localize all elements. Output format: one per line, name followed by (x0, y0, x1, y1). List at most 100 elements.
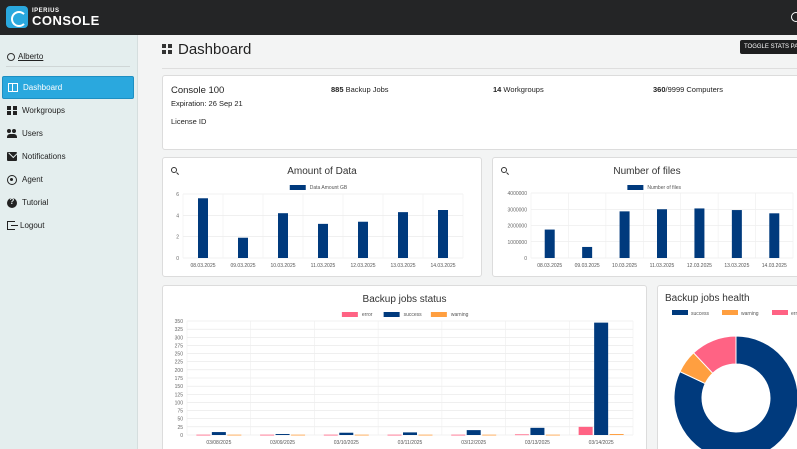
x-tick-label: 10.03.2025 (270, 263, 295, 269)
y-tick-label: 250 (175, 352, 184, 358)
sidebar-item-label: Tutorial (22, 198, 49, 207)
chart-title: Amount of Data (287, 166, 357, 177)
bar (544, 229, 555, 258)
toggle-stats-button[interactable]: TOGGLE STATS PA (740, 40, 797, 54)
y-tick-label: 175 (175, 376, 184, 382)
workgroups-count: 14 (493, 85, 502, 94)
computers-count: 360 (653, 85, 666, 94)
dashboard-icon (8, 83, 18, 92)
sidebar-item-label: Users (22, 129, 43, 138)
bar (260, 434, 275, 436)
page-title-text: Dashboard (178, 41, 252, 58)
workgroups-icon (7, 106, 17, 115)
y-tick-label: 3000000 (508, 207, 528, 213)
bar (196, 434, 211, 436)
legend-label: success (404, 312, 423, 318)
user-icon (7, 52, 15, 61)
y-tick-label: 2 (176, 235, 179, 241)
pie-slice (692, 335, 737, 374)
bar (545, 434, 560, 436)
sidebar-item-label: Agent (22, 175, 43, 184)
x-tick-label: 03/13/2025 (525, 440, 550, 446)
y-tick-label: 100 (175, 400, 184, 406)
zoom-icon[interactable] (171, 167, 177, 173)
sidebar-item-label: Dashboard (23, 83, 63, 92)
legend-swatch (722, 310, 738, 315)
y-tick-label: 75 (177, 409, 183, 415)
agent-icon (7, 174, 17, 185)
sidebar-item-notifications[interactable]: Notifications (2, 145, 134, 168)
user-link[interactable]: Alberto (7, 52, 43, 61)
backup-jobs-count: 885 (331, 85, 344, 94)
bar (482, 434, 497, 436)
backup-jobs-status-card: Backup jobs status 0 25 50 75 100 125 150 175 20… (162, 285, 647, 449)
sidebar-item-agent[interactable]: Agent (2, 168, 134, 191)
y-tick-label: 150 (175, 384, 184, 390)
x-tick-label: 11.03.2025 (650, 263, 675, 269)
help-icon (7, 197, 17, 208)
legend-label: success (691, 311, 710, 317)
bar (227, 434, 242, 436)
divider (162, 68, 797, 69)
sidebar-item-logout[interactable]: Logout (2, 214, 134, 237)
bar (418, 434, 433, 436)
legend-swatch (289, 185, 306, 190)
sidebar-item-users[interactable]: Users (2, 122, 134, 145)
logo-top-text: IPERIUS (32, 7, 60, 14)
logo-icon (6, 6, 28, 28)
bar (291, 434, 306, 436)
backup-jobs-status-chart: 0 25 50 75 100 125 150 175 200 225 250 275 300 325 350… (175, 312, 634, 446)
logo-bottom-text: CONSOLE (32, 12, 100, 28)
x-tick-label: 03/11/2025 (398, 440, 423, 446)
x-tick-label: 09.03.2025 (230, 263, 255, 269)
sidebar-item-dashboard[interactable]: Dashboard (2, 76, 134, 99)
legend-swatch (627, 185, 644, 190)
app-logo[interactable]: IPERIUS CONSOLE (6, 6, 100, 28)
y-tick-label: 325 (175, 327, 184, 333)
zoom-icon[interactable] (501, 167, 507, 173)
x-tick-label: 09.03.2025 (575, 263, 600, 269)
page-title: Dashboard (162, 41, 251, 58)
amount-of-data-card: Amount of Data 0 2 4 6 08.03.2025 09.03.2025 1… (162, 157, 482, 277)
computers-stat: 360/9999 Computers (653, 85, 723, 94)
y-tick-label: 300 (175, 335, 184, 341)
amount-of-data-chart: 0 2 4 6 08.03.2025 09.03.2025 10.03.2025 11.03.… (176, 185, 464, 269)
console-name: Console 100 (171, 85, 225, 96)
bar (275, 434, 290, 435)
x-tick-label: 12.03.2025 (350, 263, 375, 269)
legend-swatch (341, 312, 358, 317)
bar (358, 221, 368, 258)
x-tick-label: 14.03.2025 (430, 263, 455, 269)
chart-title: Backup jobs status (362, 294, 447, 305)
bar (354, 434, 369, 436)
y-tick-label: 1000000 (508, 240, 528, 246)
x-tick-label: 08.03.2025 (190, 263, 215, 269)
notifications-icon (7, 152, 17, 161)
backup-jobs-health-card: Backup jobs health success warning error (657, 285, 797, 449)
x-tick-label: 14.03.2025 (762, 263, 787, 269)
x-tick-label: 10.03.2025 (612, 263, 637, 269)
y-tick-label: 50 (177, 417, 183, 423)
bar (578, 426, 593, 435)
y-tick-label: 6 (176, 192, 179, 198)
x-tick-label: 03/14/2025 (589, 440, 614, 446)
bar (582, 246, 593, 258)
computers-label: /9999 Computers (665, 85, 724, 94)
sidebar-item-label: Notifications (22, 152, 66, 161)
pie-slice (673, 335, 797, 449)
language-globe-icon[interactable] (791, 12, 797, 22)
bar (609, 434, 624, 435)
sidebar-item-tutorial[interactable]: Tutorial (2, 191, 134, 214)
sidebar-item-label: Logout (20, 221, 45, 230)
sidebar-item-workgroups[interactable]: Workgroups (2, 99, 134, 122)
legend-label: error (791, 311, 797, 317)
backup-jobs-stat: 885 Backup Jobs (331, 85, 389, 94)
bar (318, 223, 328, 258)
bar (657, 209, 667, 258)
x-tick-label: 03/08/2025 (206, 440, 231, 446)
y-tick-label: 0 (180, 433, 183, 439)
y-tick-label: 25 (177, 425, 183, 431)
backup-jobs-health-chart: success warning error (672, 310, 797, 449)
bar (769, 213, 780, 258)
x-tick-label: 08.03.2025 (537, 263, 562, 269)
